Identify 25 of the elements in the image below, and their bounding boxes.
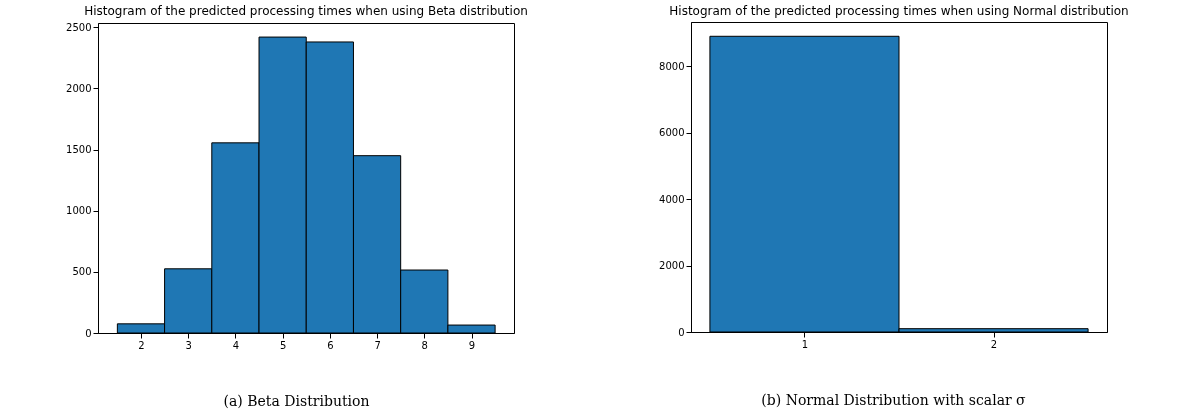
x-tick-label: 6 [327, 339, 334, 351]
y-tick-label: 1500 [66, 144, 92, 156]
x-tick-label: 2 [138, 339, 145, 351]
y-tick-label: 4000 [659, 193, 685, 205]
y-tick-label: 6000 [659, 127, 685, 139]
x-tick-label: 8 [421, 339, 428, 351]
chart-title: Histogram of the predicted processing times when using Beta distribution [84, 4, 528, 19]
text: (a) Beta Distribution [223, 393, 370, 409]
x-tick-label: 9 [468, 339, 476, 351]
chart-title: Histogram of the predicted processing times when using Normal distribution [669, 4, 1129, 18]
x-tick-label: 4 [232, 339, 240, 351]
x-tick-label: 3 [185, 339, 192, 351]
y-tick-label: 2500 [66, 21, 92, 33]
y-tick-label: 0 [85, 327, 92, 339]
x-tick-label: 1 [801, 338, 809, 350]
y-tick-label: 2000 [66, 82, 92, 94]
y-tick-label: 500 [72, 266, 92, 278]
y-tick-label: 1000 [66, 205, 92, 217]
x-tick-label: 2 [990, 338, 998, 350]
text: (b) Normal Distribution with scalar σ [761, 392, 1026, 408]
x-tick-label: 7 [374, 339, 381, 351]
y-tick-label: 0 [678, 326, 685, 338]
x-tick-label: 5 [279, 339, 287, 351]
y-tick-label: 2000 [659, 260, 685, 272]
y-tick-label: 8000 [659, 60, 685, 72]
